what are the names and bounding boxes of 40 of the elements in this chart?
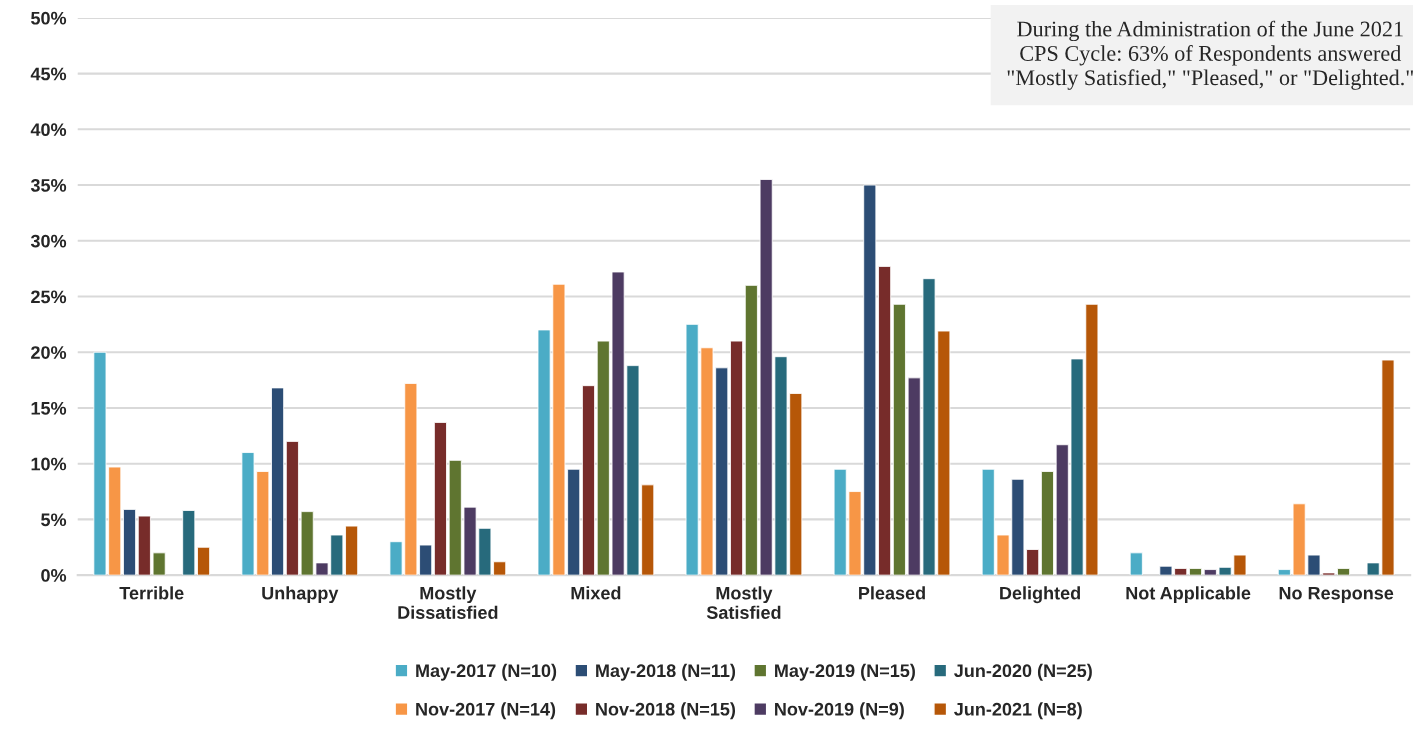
bar	[271, 387, 285, 576]
y-tick-label: 25%	[31, 290, 67, 304]
bar	[582, 385, 595, 576]
legend-label: May-2019 (N=15)	[775, 663, 915, 681]
y-tick-label: 40%	[30, 123, 67, 137]
annotation: During the Administration of the June 2021 CPS Cycle: 63% of Respondents answered "Mostly Satisfied," "Pleased," or "Delighted."	[1007, 20, 1413, 90]
bar	[182, 510, 196, 576]
y-tick-label: 0%	[41, 569, 67, 582]
legend-label: May-2017 (N=10)	[416, 663, 557, 681]
x-tick-label: Not Applicable	[1126, 586, 1251, 604]
bar	[1337, 568, 1351, 576]
y-tick-label: 20%	[31, 346, 67, 359]
bar	[1040, 471, 1054, 576]
legend-label: Jun-2020 (N=25)	[954, 663, 1092, 681]
legend-label: Nov-2019 (N=9)	[775, 702, 904, 720]
legend-label: Nov-2018 (N=15)	[596, 702, 736, 720]
x-tick-label: Pleased	[859, 586, 925, 600]
bar	[197, 546, 211, 576]
x-tick-label: No Response	[1279, 586, 1394, 604]
y-tick-label: 50%	[31, 11, 67, 25]
x-tick-label: Unhappy	[262, 586, 339, 604]
legend-label: Nov-2017 (N=14)	[416, 702, 556, 720]
bar	[730, 340, 744, 576]
x-tick-label: Delighted	[1000, 586, 1080, 604]
x-tick-label: Mostly Satisfied	[706, 586, 781, 619]
x-tick-label: Mostly Dissatisfied	[398, 586, 498, 619]
bar	[123, 508, 137, 576]
bar	[433, 422, 447, 576]
bar	[1129, 552, 1143, 576]
y-tick-label: 10%	[31, 457, 67, 471]
legend-label: Jun-2021 (N=8)	[954, 702, 1082, 720]
y-tick-label: 45%	[30, 67, 67, 81]
y-tick-label: 15%	[31, 401, 67, 415]
y-tick-label: 35%	[30, 178, 67, 192]
x-tick-label: Terrible	[119, 586, 184, 600]
y-tick-label: 30%	[30, 234, 67, 248]
bar	[1189, 568, 1202, 576]
legend-label: May-2018 (N=11)	[596, 663, 736, 681]
y-tick-label: 5%	[41, 513, 67, 527]
x-tick-label: Mixed	[571, 586, 621, 600]
